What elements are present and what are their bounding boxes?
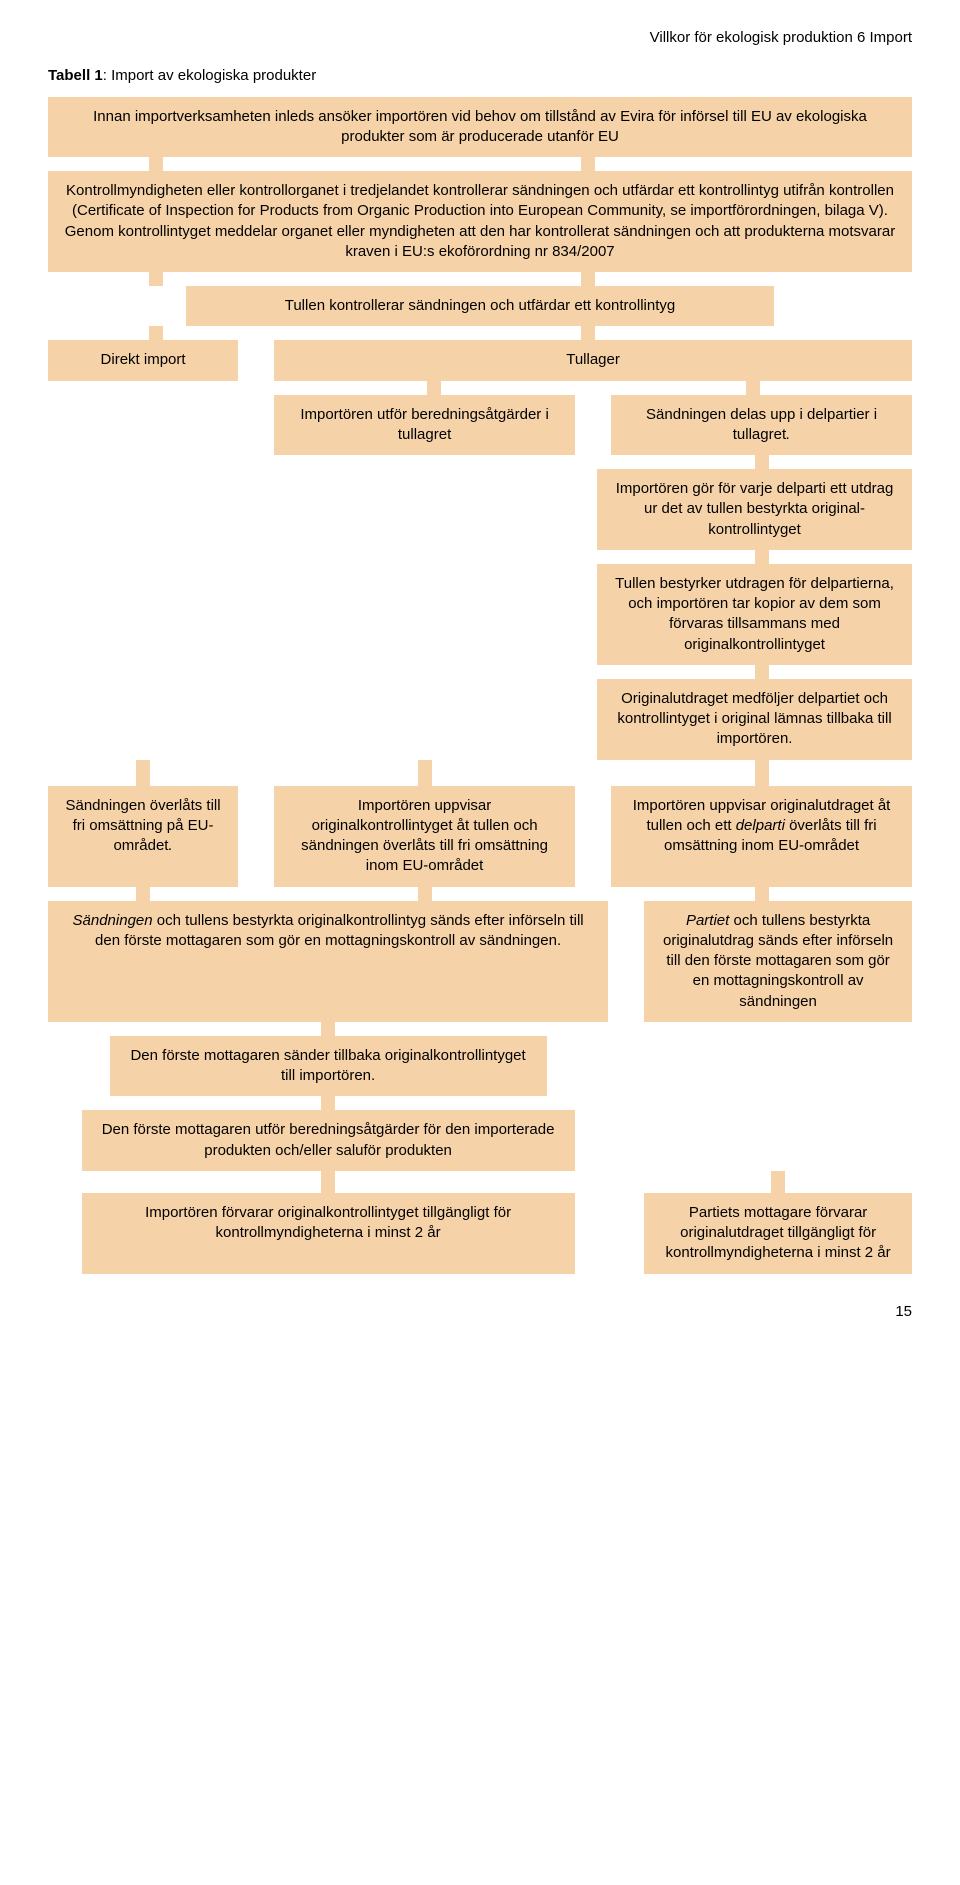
connector [136, 760, 150, 786]
table-title: Tabell 1: Import av ekologiska produkter [48, 66, 912, 86]
table-title-rest: : Import av ekologiska produkter [103, 67, 316, 84]
connector [755, 760, 769, 786]
rowC-conn2 [48, 1096, 912, 1110]
box-cert: Kontrollmyndigheten eller kontrollorgane… [48, 171, 912, 272]
connector-row [48, 157, 912, 171]
doc-header: Villkor för ekologisk produktion 6 Impor… [48, 28, 912, 48]
box-overlats-eu-dot: . [168, 837, 172, 854]
rowA-conn [48, 760, 912, 786]
box-overlats-eu-text: Sändningen överlåts till fri omsättning … [65, 797, 220, 855]
box-forste-beredning: Den förste mottagaren utför beredningsåt… [82, 1110, 575, 1171]
connector [427, 381, 441, 395]
rowC2: Den förste mottagaren utför beredningsåt… [48, 1110, 912, 1171]
connector [321, 1096, 335, 1110]
box-uppvisar-original: Importören uppvisar originalkontrollinty… [274, 786, 575, 887]
connector [755, 665, 769, 679]
connector [755, 887, 769, 901]
box-intro: Innan importverksamheten inleds ansöker … [48, 97, 912, 158]
box-bestyrker: Tullen bestyrker utdragen för delpartier… [597, 564, 912, 665]
connector [581, 272, 595, 286]
box-overlats-eu: Sändningen överlåts till fri omsättning … [48, 786, 238, 887]
box-tullager: Tullager [274, 340, 912, 380]
rowB-right-em: Partiet [686, 912, 729, 929]
box-forste-tillbaka: Den förste mottagaren sänder tillbaka or… [110, 1036, 547, 1097]
right-chain-2: Tullen bestyrker utdragen för delpartier… [48, 564, 912, 665]
box-delpartier-text: Sändningen delas upp i delpartier i tull… [646, 406, 877, 443]
box-direkt-import: Direkt import [48, 340, 238, 380]
box-forvarar-utdrag: Partiets mottagare förvarar originalutdr… [644, 1193, 912, 1274]
box-beredning-tullager: Importören utför beredningsåtgärder i tu… [274, 395, 575, 456]
rowC1: Den förste mottagaren sänder tillbaka or… [48, 1036, 912, 1097]
connector [581, 326, 595, 340]
right-chain-conn [48, 550, 912, 564]
rowC-conn [48, 1022, 912, 1036]
connector [149, 326, 163, 340]
connector [581, 157, 595, 171]
page-number: 15 [48, 1302, 912, 1322]
box-tull-kontroll: Tullen kontrollerar sändningen och utfär… [186, 286, 774, 326]
connector [418, 887, 432, 901]
connector [771, 1171, 785, 1193]
box-delpartier: Sändningen delas upp i delpartier i tull… [611, 395, 912, 456]
rowB-left-rest: och tullens bestyrkta originalkontrollin… [95, 912, 584, 949]
box-forvarar-original: Importören förvarar originalkontrollinty… [82, 1193, 575, 1274]
connector-row [48, 272, 912, 286]
rowD-conn [48, 1171, 912, 1193]
box-utdrag: Importören gör för varje delparti ett ut… [597, 469, 912, 550]
connector [321, 1171, 335, 1193]
connector [746, 381, 760, 395]
rowB-left-em: Sändningen [73, 912, 153, 929]
right-chain-1: Importören gör för varje delparti ett ut… [48, 469, 912, 550]
connector [321, 1022, 335, 1036]
right-chain-3: Originalutdraget medföljer delpartiet oc… [48, 679, 912, 760]
box-delpartier-dot: . [786, 426, 790, 443]
connector-row [48, 326, 912, 340]
rowB-conn [48, 887, 912, 901]
connector [149, 272, 163, 286]
box-original-medfoljer: Originalutdraget medföljer delpartiet oc… [597, 679, 912, 760]
rowD: Importören förvarar originalkontrollinty… [48, 1193, 912, 1274]
box-sandning-forste: Sändningen och tullens bestyrkta origina… [48, 901, 608, 1022]
rowA: Sändningen överlåts till fri omsättning … [48, 786, 912, 887]
connector [418, 760, 432, 786]
tullager-sub-connector [48, 381, 912, 395]
connector [136, 887, 150, 901]
box-partiet-forste: Partiet och tullens bestyrkta originalut… [644, 901, 912, 1022]
connector [755, 455, 769, 469]
right-chain-conn [48, 455, 912, 469]
row-a-right-em: delparti [736, 817, 785, 834]
split-row: Direkt import Tullager [48, 340, 912, 380]
connector [149, 157, 163, 171]
connector [755, 550, 769, 564]
table-title-bold: Tabell 1 [48, 67, 103, 84]
rowB: Sändningen och tullens bestyrkta origina… [48, 901, 912, 1022]
right-chain-conn [48, 665, 912, 679]
tullager-sub-row: Importören utför beredningsåtgärder i tu… [48, 395, 912, 456]
box-uppvisar-utdrag: Importören uppvisar originalutdraget åt … [611, 786, 912, 887]
